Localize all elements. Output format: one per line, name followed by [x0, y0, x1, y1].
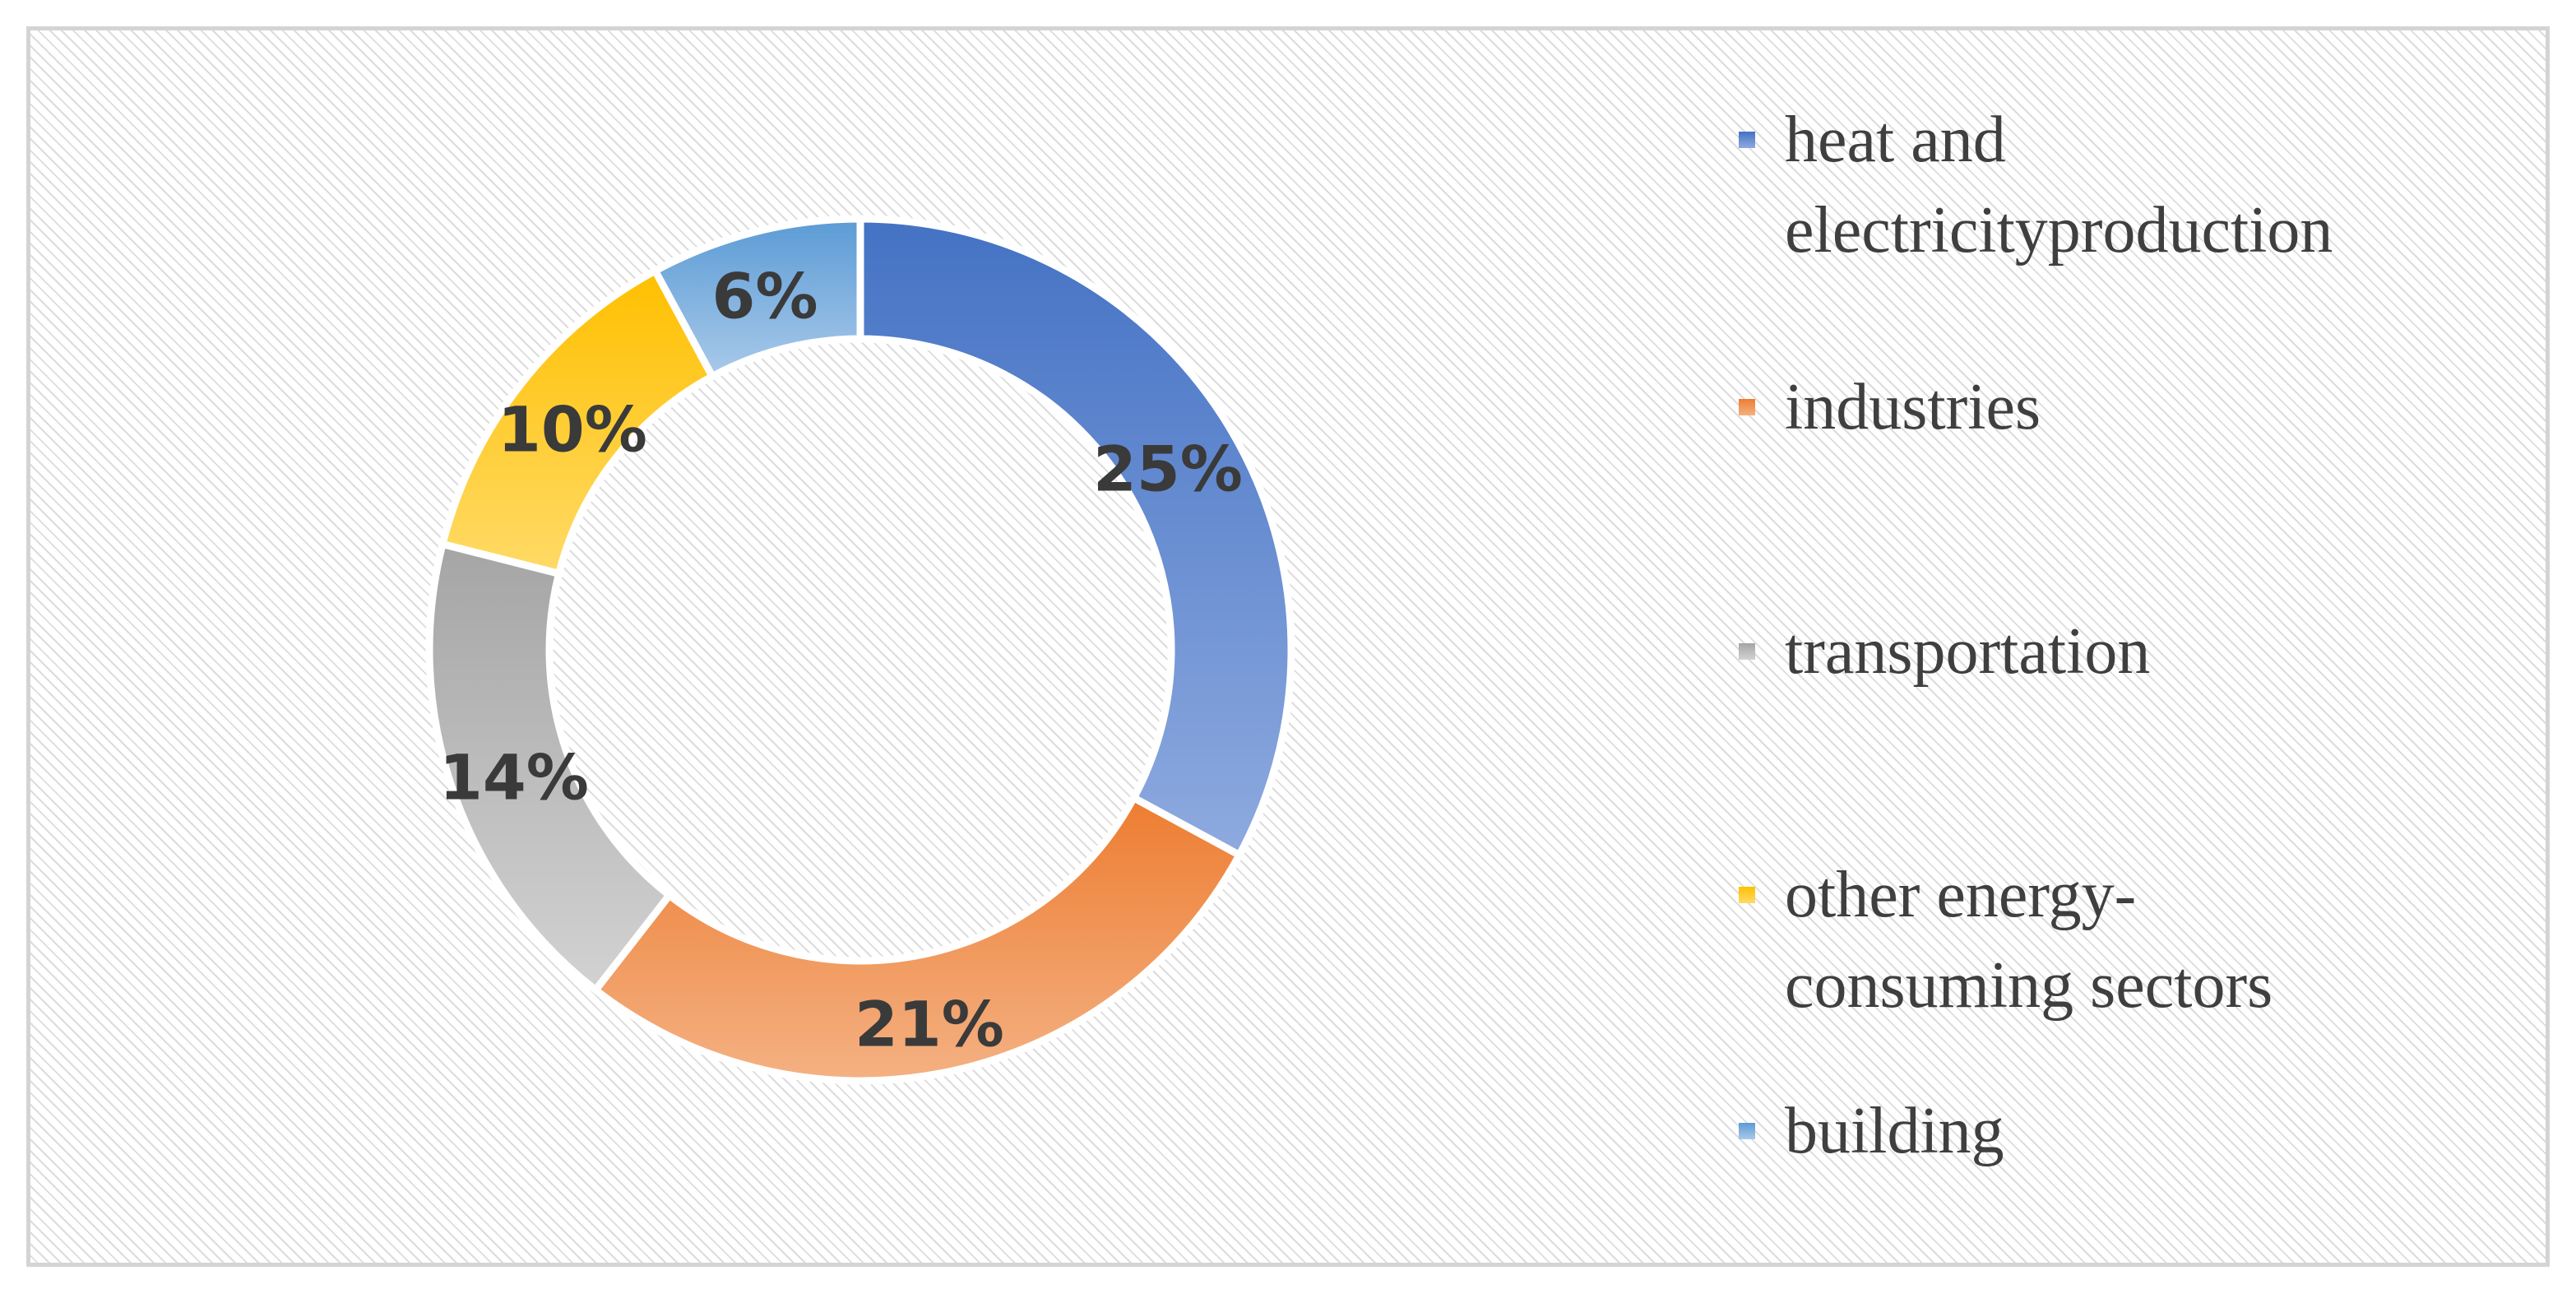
legend-label: other energy- consuming sectors	[1785, 859, 2273, 1022]
data-label-4: 6%	[711, 260, 818, 333]
donut-slice-0	[856, 215, 1295, 859]
legend-label: industries	[1785, 371, 2041, 443]
legend-label: heat and electricityproduction	[1785, 104, 2333, 267]
legend-label: transportation	[1785, 615, 2151, 688]
legend-label: building	[1785, 1095, 2004, 1167]
legend-swatch	[1739, 132, 1755, 148]
legend-swatch	[1739, 399, 1755, 415]
legend-swatch	[1739, 887, 1755, 903]
legend: heat and electricityproduction industrie…	[1694, 95, 2517, 1213]
donut-slice-4	[651, 215, 864, 381]
donut-slice-1	[591, 794, 1244, 1085]
donut-data-labels: 25% 21% 14% 10% 6%	[439, 260, 1243, 1061]
legend-swatch	[1739, 1123, 1755, 1139]
donut-slices	[425, 215, 1295, 1085]
legend-swatch	[1739, 643, 1755, 660]
data-label-1: 21%	[855, 988, 1004, 1061]
data-label-0: 25%	[1093, 433, 1243, 506]
data-label-3: 10%	[498, 393, 647, 466]
data-label-2: 14%	[439, 741, 589, 814]
